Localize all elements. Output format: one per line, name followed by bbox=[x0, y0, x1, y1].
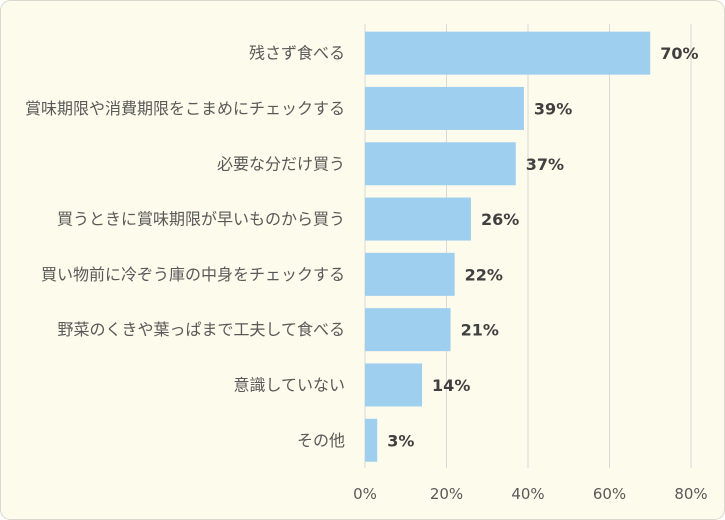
bar bbox=[365, 197, 471, 241]
value-label: 70% bbox=[660, 44, 698, 63]
bar bbox=[365, 308, 451, 352]
category-label: 買うときに賞味期限が早いものから買う bbox=[57, 210, 345, 229]
value-labels: 70% 39% 37% 26% 22% 21% 14% 3% bbox=[387, 44, 698, 450]
x-tick-label: 60% bbox=[593, 485, 626, 503]
bar bbox=[365, 252, 455, 296]
x-tick-label: 0% bbox=[353, 485, 377, 503]
bar bbox=[365, 31, 651, 75]
value-label: 39% bbox=[534, 99, 572, 118]
value-label: 22% bbox=[465, 265, 503, 284]
x-tick-label: 40% bbox=[511, 485, 544, 503]
category-label: その他 bbox=[297, 431, 345, 450]
category-label: 野菜のくきや葉っぱまで工夫して食べる bbox=[57, 320, 345, 339]
category-labels: 残さず食べる賞味期限や消費期限をこまめにチェックする必要な分だけ買う買うときに賞… bbox=[25, 44, 345, 450]
category-label: 必要な分だけ買う bbox=[217, 154, 345, 173]
value-label: 3% bbox=[387, 431, 414, 450]
bar bbox=[365, 142, 516, 186]
x-tick-label: 80% bbox=[674, 485, 707, 503]
value-label: 37% bbox=[526, 155, 564, 174]
value-label: 26% bbox=[481, 210, 519, 229]
value-label: 14% bbox=[432, 376, 470, 395]
category-label: 買い物前に冷ぞう庫の中身をチェックする bbox=[41, 265, 345, 284]
category-label: 意識していない bbox=[233, 375, 345, 394]
x-axis-tick-labels: 0% 20% 40% 60% 80% bbox=[353, 485, 708, 503]
x-tick-label: 20% bbox=[430, 485, 463, 503]
bar bbox=[365, 418, 378, 462]
category-label: 賞味期限や消費期限をこまめにチェックする bbox=[25, 99, 345, 118]
value-label: 21% bbox=[461, 321, 499, 340]
bar bbox=[365, 86, 524, 130]
bars bbox=[365, 31, 651, 462]
category-label: 残さず食べる bbox=[249, 44, 345, 63]
bar bbox=[365, 363, 423, 407]
